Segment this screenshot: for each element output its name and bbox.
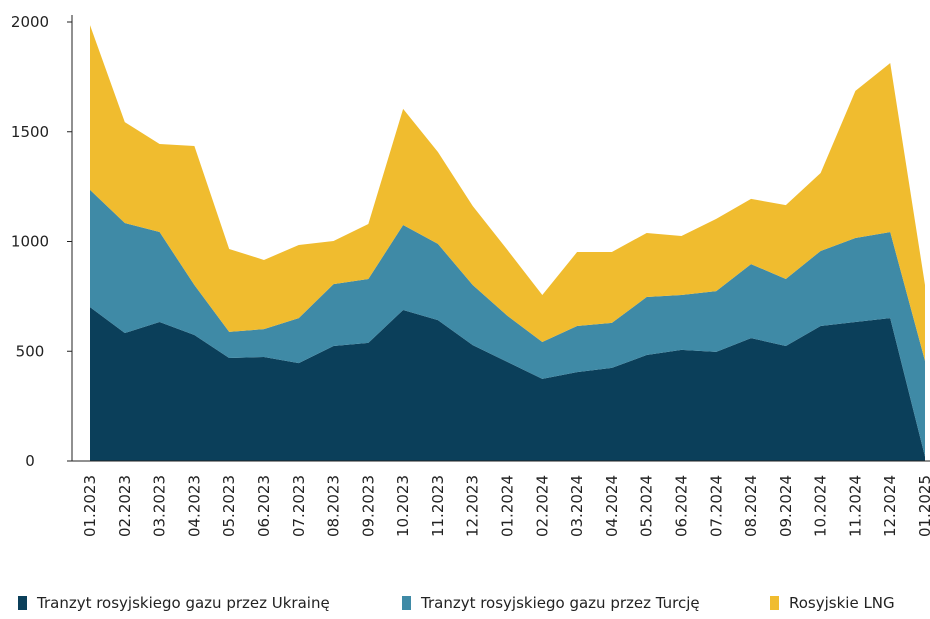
legend-swatch xyxy=(402,596,411,610)
legend-swatch xyxy=(770,596,779,610)
x-tick-label: 08.2023 xyxy=(325,475,343,537)
y-tick-label: 1000 xyxy=(11,233,49,251)
legend-label: Rosyjskie LNG xyxy=(789,594,895,612)
x-tick-label: 01.2024 xyxy=(499,475,517,537)
y-tick-label: 500 xyxy=(16,342,45,360)
x-tick-label: 10.2024 xyxy=(812,475,830,537)
x-tick-label: 03.2024 xyxy=(568,475,586,537)
x-tick-label: 05.2023 xyxy=(220,475,238,537)
area xyxy=(90,189,925,457)
x-tick-label: 01.2025 xyxy=(916,475,930,537)
area xyxy=(90,25,925,361)
x-tick-label: 05.2024 xyxy=(638,475,656,537)
x-tick-label: 04.2023 xyxy=(185,475,203,537)
legend-label: Tranzyt rosyjskiego gazu przez Ukrainę xyxy=(36,594,330,612)
area xyxy=(90,307,925,461)
x-tick-label: 11.2024 xyxy=(846,475,864,537)
x-tick-label: 06.2024 xyxy=(672,475,690,537)
x-tick-label: 01.2023 xyxy=(81,475,99,537)
x-tick-label: 09.2023 xyxy=(359,475,377,537)
y-tick-label: 2000 xyxy=(11,13,49,31)
y-tick-label: 1500 xyxy=(11,123,49,141)
x-tick-label: 07.2023 xyxy=(290,475,308,537)
x-tick-label: 07.2024 xyxy=(707,475,725,537)
x-tick-label: 11.2023 xyxy=(429,475,447,537)
x-tick-label: 04.2024 xyxy=(603,475,621,537)
legend-swatch xyxy=(18,596,27,610)
x-tick-label: 08.2024 xyxy=(742,475,760,537)
x-tick-label: 02.2024 xyxy=(533,475,551,537)
x-tick-label: 12.2024 xyxy=(881,475,899,537)
x-tick-label: 12.2023 xyxy=(464,475,482,537)
y-tick-label: 0 xyxy=(25,452,35,470)
x-tick-label: 06.2023 xyxy=(255,475,273,537)
x-tick-label: 09.2024 xyxy=(777,475,795,537)
x-tick-label: 10.2023 xyxy=(394,475,412,537)
x-tick-label: 03.2023 xyxy=(151,475,169,537)
legend-label: Tranzyt rosyjskiego gazu przez Turcję xyxy=(420,594,700,612)
x-tick-label: 02.2023 xyxy=(116,475,134,537)
